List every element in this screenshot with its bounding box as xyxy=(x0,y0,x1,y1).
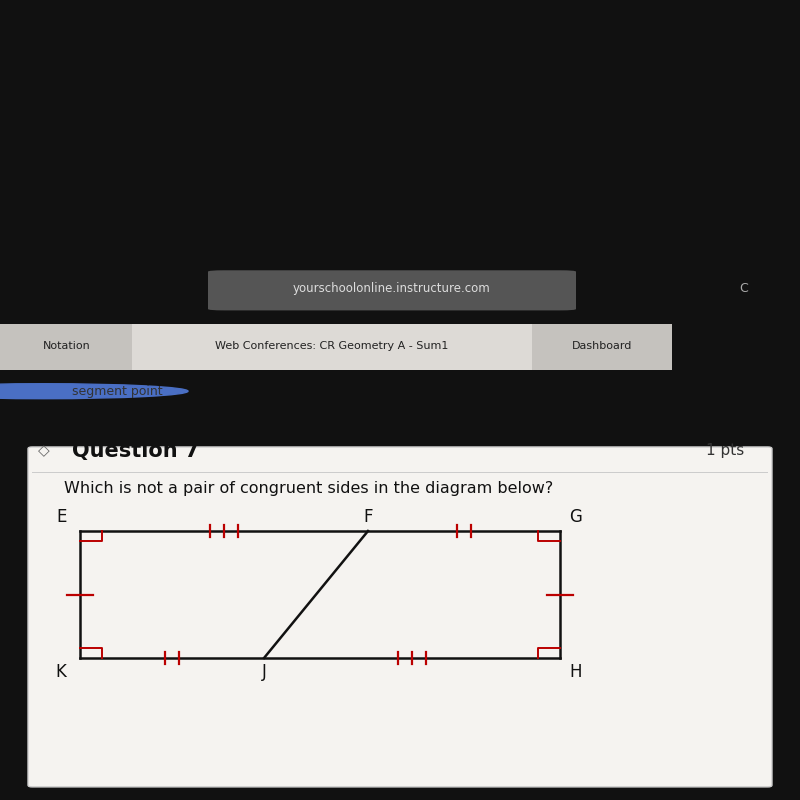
Bar xyxy=(0,324,132,370)
Text: Dashboard: Dashboard xyxy=(572,342,633,351)
Bar xyxy=(132,324,532,370)
Text: Web Conferences: CR Geometry A - Sum1: Web Conferences: CR Geometry A - Sum1 xyxy=(215,342,449,351)
Circle shape xyxy=(0,384,188,398)
Text: yourschoolonline.instructure.com: yourschoolonline.instructure.com xyxy=(293,282,491,295)
Text: Which is not a pair of congruent sides in the diagram below?: Which is not a pair of congruent sides i… xyxy=(64,481,554,495)
FancyBboxPatch shape xyxy=(28,447,772,787)
Text: F: F xyxy=(363,508,373,526)
FancyBboxPatch shape xyxy=(208,270,576,310)
Text: G: G xyxy=(569,508,582,526)
Text: ◇: ◇ xyxy=(38,443,50,458)
Text: 1 pts: 1 pts xyxy=(706,443,744,458)
Text: C: C xyxy=(740,282,748,295)
Bar xyxy=(32,472,768,473)
Text: E: E xyxy=(56,508,66,526)
Text: Question 7: Question 7 xyxy=(72,441,199,461)
Text: H: H xyxy=(569,663,582,682)
Text: J: J xyxy=(262,663,266,682)
Text: K: K xyxy=(56,663,66,682)
Text: segment point: segment point xyxy=(72,385,162,398)
Bar xyxy=(532,324,672,370)
Text: Notation: Notation xyxy=(42,342,90,351)
